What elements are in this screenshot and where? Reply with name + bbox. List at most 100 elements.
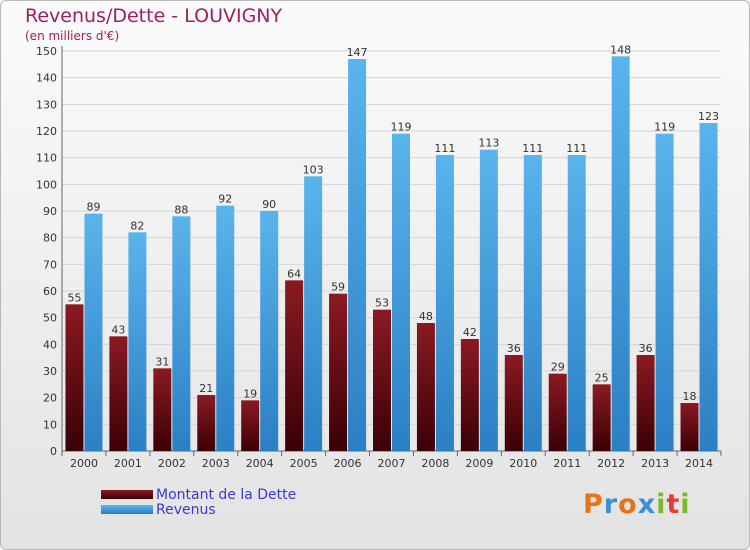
y-tick-label: 20	[43, 392, 57, 405]
y-tick-label: 150	[36, 45, 57, 58]
x-tick-label: 2003	[202, 457, 230, 470]
logo-letter: P	[583, 489, 604, 520]
data-label: 21	[199, 382, 213, 395]
legend-item-dette: Montant de la Dette	[101, 486, 297, 503]
data-label: 25	[595, 371, 609, 384]
logo-letter: x	[637, 489, 657, 520]
bar-dette	[460, 339, 479, 451]
y-tick-label: 10	[43, 418, 57, 431]
x-tick-label: 2001	[114, 457, 142, 470]
y-tick-label: 90	[43, 205, 57, 218]
bar-dette	[548, 373, 567, 451]
chart-title: Revenus/Dette - LOUVIGNY	[25, 5, 283, 27]
data-label: 36	[639, 342, 653, 355]
x-tick-label: 2004	[246, 457, 274, 470]
x-tick-label: 2005	[290, 457, 318, 470]
data-label: 59	[331, 281, 345, 294]
bar-revenus	[523, 155, 542, 451]
bar-dette	[241, 400, 260, 451]
data-label: 18	[683, 390, 697, 403]
bar-revenus	[699, 123, 718, 451]
y-tick-label: 100	[36, 178, 57, 191]
data-label: 88	[174, 203, 188, 216]
bar-dette	[109, 336, 128, 451]
data-label: 82	[130, 219, 144, 232]
data-label: 48	[419, 310, 433, 323]
y-tick-label: 0	[50, 445, 57, 458]
y-tick-label: 120	[36, 125, 57, 138]
bar-revenus	[611, 56, 630, 451]
y-tick-label: 80	[43, 232, 57, 245]
y-tick-label: 70	[43, 258, 57, 271]
x-tick-label: 2012	[597, 457, 625, 470]
y-tick-label: 60	[43, 285, 57, 298]
data-label: 89	[86, 201, 100, 214]
data-label: 31	[155, 355, 169, 368]
bar-revenus	[567, 155, 586, 451]
data-label: 64	[287, 267, 301, 280]
bar-dette	[504, 355, 523, 451]
bar-dette	[285, 280, 304, 451]
logo-letter: i	[680, 489, 691, 520]
data-label: 36	[507, 342, 521, 355]
x-tick-label: 2008	[421, 457, 449, 470]
bar-dette	[65, 304, 84, 451]
data-label: 148	[610, 43, 631, 56]
y-tick-label: 140	[36, 72, 57, 85]
legend: Montant de la Dette Revenus	[101, 486, 297, 518]
bar-revenus	[435, 155, 454, 451]
y-tick-label: 40	[43, 338, 57, 351]
data-label: 55	[67, 291, 81, 304]
data-label: 147	[347, 46, 368, 59]
data-label: 123	[698, 110, 719, 123]
data-label: 42	[463, 326, 477, 339]
legend-swatch-revenus	[101, 505, 153, 514]
x-tick-label: 2009	[465, 457, 493, 470]
bar-dette	[592, 384, 611, 451]
bar-revenus	[84, 213, 103, 451]
data-label: 43	[111, 323, 125, 336]
data-label: 111	[434, 142, 455, 155]
bar-revenus	[392, 133, 410, 451]
bar-revenus	[172, 216, 191, 451]
bar-dette	[373, 309, 391, 451]
data-label: 103	[303, 163, 324, 176]
y-tick-label: 130	[36, 98, 57, 111]
chart-subtitle: (en milliers d'€)	[25, 29, 120, 43]
grid-lines	[62, 50, 721, 452]
logo-letter: o	[618, 489, 638, 520]
bar-revenus	[216, 205, 235, 451]
bar-dette	[329, 293, 348, 451]
logo-letter: t	[666, 489, 681, 520]
bar-dette	[416, 323, 435, 451]
data-label: 111	[566, 142, 587, 155]
bar-dette	[153, 368, 172, 451]
x-tick-label: 2014	[685, 457, 713, 470]
x-tick-label: 2010	[509, 457, 537, 470]
data-label: 119	[654, 121, 675, 134]
bar-dette	[680, 403, 699, 451]
x-tick-label: 2002	[158, 457, 186, 470]
axes: 0 10 20 30 40 50 60 70 80 90 100 110 120 130 140 150 200…	[36, 45, 722, 470]
data-label: 53	[375, 297, 389, 310]
legend-label-dette: Montant de la Dette	[156, 486, 297, 503]
data-label: 29	[551, 361, 565, 374]
bar-revenus	[304, 176, 323, 452]
bar-revenus	[348, 59, 367, 451]
x-tick-label: 2013	[641, 457, 669, 470]
bars	[65, 56, 718, 452]
x-tick-label: 2000	[70, 457, 98, 470]
data-label: 90	[262, 198, 276, 211]
bar-dette	[636, 355, 655, 451]
bar-revenus	[128, 232, 147, 451]
bar-revenus	[260, 211, 279, 451]
x-tick-label: 2007	[378, 457, 406, 470]
data-labels: 55 89 43 82 31 88 21 92 19 90 64 103 59 147 53 119 48 111…	[67, 43, 719, 403]
y-tick-label: 50	[43, 312, 57, 325]
bar-revenus	[655, 133, 674, 451]
y-tick-label: 110	[36, 152, 57, 165]
data-label: 119	[391, 121, 412, 134]
legend-item-revenus: Revenus	[101, 502, 296, 518]
